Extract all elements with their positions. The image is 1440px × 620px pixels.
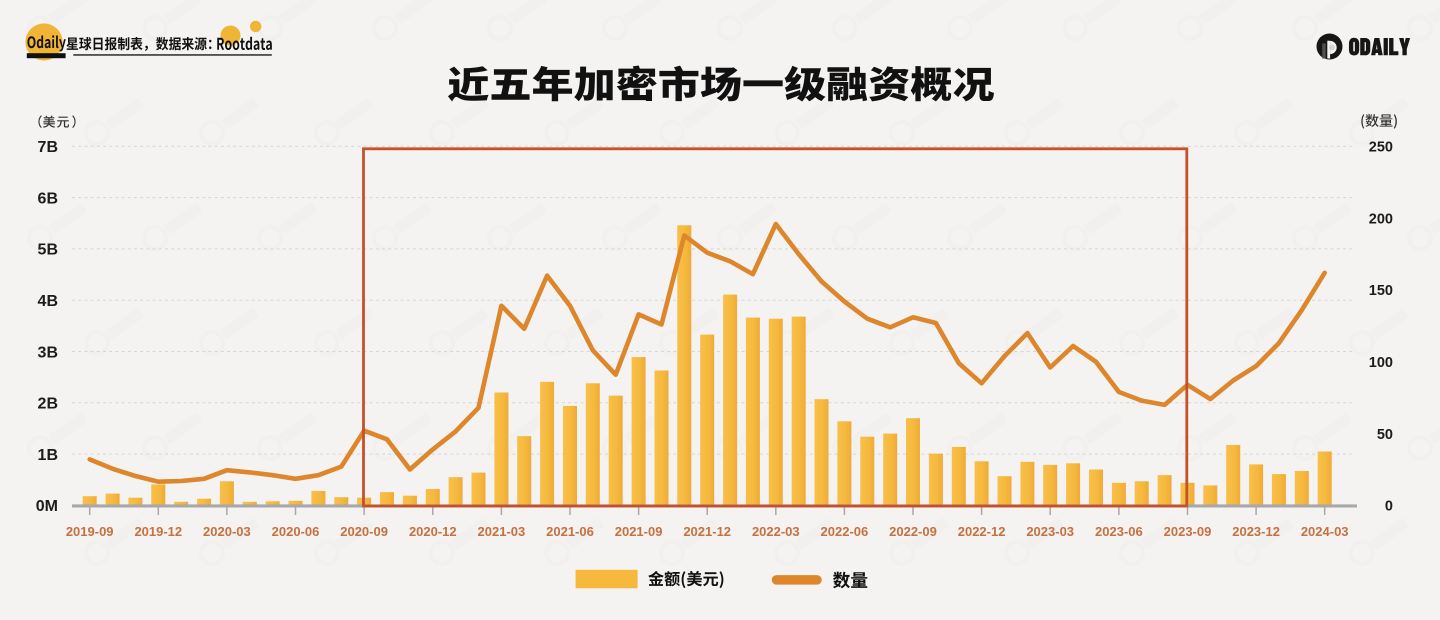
svg-text:2020-09: 2020-09: [340, 524, 388, 539]
svg-text:0M: 0M: [36, 498, 58, 515]
svg-text:2022-12: 2022-12: [958, 524, 1006, 539]
svg-text:4B: 4B: [38, 293, 58, 310]
svg-text:50: 50: [1377, 427, 1393, 443]
svg-text:7B: 7B: [38, 139, 58, 156]
svg-text:2023-12: 2023-12: [1232, 524, 1280, 539]
svg-text:200: 200: [1369, 211, 1393, 227]
svg-text:2023-03: 2023-03: [1026, 524, 1074, 539]
svg-text:2023-06: 2023-06: [1095, 524, 1143, 539]
svg-text:100: 100: [1369, 355, 1393, 371]
svg-text:2023-09: 2023-09: [1164, 524, 1212, 539]
svg-text:2021-09: 2021-09: [615, 524, 663, 539]
svg-text:2022-06: 2022-06: [821, 524, 869, 539]
svg-text:6B: 6B: [38, 190, 58, 207]
svg-text:3B: 3B: [38, 344, 58, 361]
svg-text:2019-09: 2019-09: [66, 524, 114, 539]
svg-text:150: 150: [1369, 283, 1393, 299]
svg-text:2021-12: 2021-12: [683, 524, 731, 539]
svg-text:5B: 5B: [38, 242, 58, 259]
svg-text:2B: 2B: [38, 396, 58, 413]
svg-text:2020-12: 2020-12: [409, 524, 457, 539]
svg-text:0: 0: [1385, 499, 1393, 515]
svg-text:250: 250: [1369, 140, 1393, 156]
svg-text:2020-06: 2020-06: [272, 524, 320, 539]
svg-text:2024-03: 2024-03: [1301, 524, 1349, 539]
svg-text:2022-03: 2022-03: [752, 524, 800, 539]
svg-text:2020-03: 2020-03: [203, 524, 251, 539]
svg-text:1B: 1B: [38, 447, 58, 464]
svg-text:2022-09: 2022-09: [889, 524, 937, 539]
svg-text:2019-12: 2019-12: [134, 524, 182, 539]
svg-text:2021-06: 2021-06: [546, 524, 594, 539]
svg-text:2021-03: 2021-03: [478, 524, 526, 539]
